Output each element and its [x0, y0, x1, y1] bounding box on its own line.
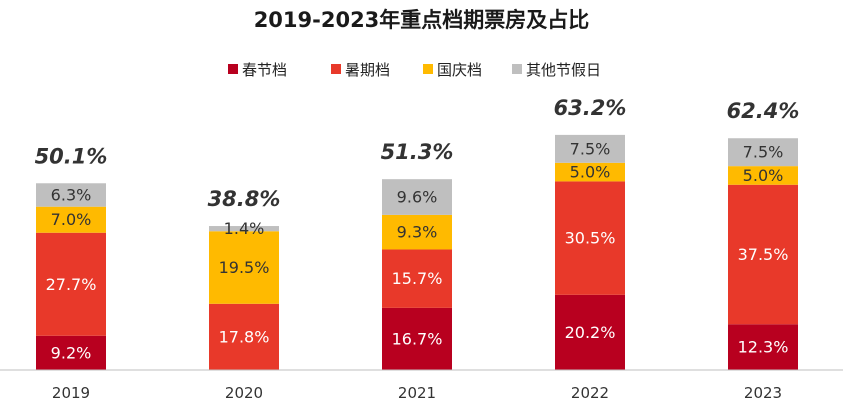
legend-swatch [228, 64, 238, 74]
total-share-label: 51.3% [381, 140, 454, 164]
bar-segment [728, 324, 798, 370]
x-tick-label: 2020 [225, 384, 263, 402]
bar-segment [555, 294, 625, 370]
bar-segment [209, 226, 279, 232]
segment-value-label: 12.3% [738, 338, 789, 357]
bar-segment [382, 249, 452, 308]
bar-segment [209, 231, 279, 304]
x-tick-label: 2023 [744, 384, 782, 402]
legend: 春节档 暑期档 国庆档 其他节假日 [228, 61, 601, 79]
bar-segment [382, 307, 452, 370]
total-share-label: 38.8% [208, 187, 281, 211]
chart-title: 2019-2023年重点档期票房及占比 [254, 8, 590, 32]
x-tick-label: 2022 [571, 384, 609, 402]
x-tick-label: 2021 [398, 384, 436, 402]
legend-swatch [423, 64, 433, 74]
segment-value-label: 5.0% [570, 163, 611, 182]
total-share-label: 50.1% [35, 144, 108, 168]
x-axis-ticks: 2019 2020 2021 2022 2023 [52, 384, 782, 402]
legend-label: 其他节假日 [526, 61, 601, 79]
segment-value-label: 7.5% [743, 143, 784, 162]
total-share-label: 63.2% [554, 96, 627, 120]
bar-segment [728, 184, 798, 325]
bar-segment [728, 166, 798, 185]
segment-value-label: 9.6% [397, 188, 438, 207]
legend-label: 国庆档 [437, 61, 482, 79]
segment-value-label: 15.7% [392, 269, 443, 288]
bar-segment [382, 214, 452, 250]
bar-segment [555, 181, 625, 295]
legend-swatch [331, 64, 341, 74]
bar-segment [36, 232, 106, 336]
segment-value-label: 27.7% [46, 275, 97, 294]
segment-value-label: 19.5% [219, 258, 270, 277]
bar-segment [555, 162, 625, 182]
bar-segment [555, 134, 625, 163]
segment-value-label: 20.2% [565, 323, 616, 342]
bar-segment [728, 138, 798, 167]
x-tick-label: 2019 [52, 384, 90, 402]
legend-swatch [512, 64, 522, 74]
bar-segment [36, 183, 106, 207]
segment-value-label: 16.7% [392, 329, 443, 348]
segment-value-label: 1.4% [224, 219, 265, 238]
legend-label: 暑期档 [345, 61, 390, 79]
segment-value-label: 9.2% [51, 343, 92, 362]
segment-value-label: 37.5% [738, 245, 789, 264]
bar-segment [209, 303, 279, 370]
legend-label: 春节档 [242, 61, 287, 79]
bar-segment [382, 179, 452, 215]
segment-value-label: 17.8% [219, 327, 270, 346]
total-share-label: 62.4% [727, 99, 800, 123]
segment-value-label: 30.5% [565, 229, 616, 248]
segment-value-label: 6.3% [51, 185, 92, 204]
segment-value-label: 5.0% [743, 166, 784, 185]
bar-segment [36, 206, 106, 233]
segment-value-label: 9.3% [397, 223, 438, 242]
segment-value-label: 7.5% [570, 139, 611, 158]
bars: 9.2% 27.7% 7.0% 6.3% 50.1% 17.8% 19.5% 1.4% 38.8… [35, 96, 800, 370]
bar-segment [36, 335, 106, 370]
segment-value-label: 7.0% [51, 210, 92, 229]
